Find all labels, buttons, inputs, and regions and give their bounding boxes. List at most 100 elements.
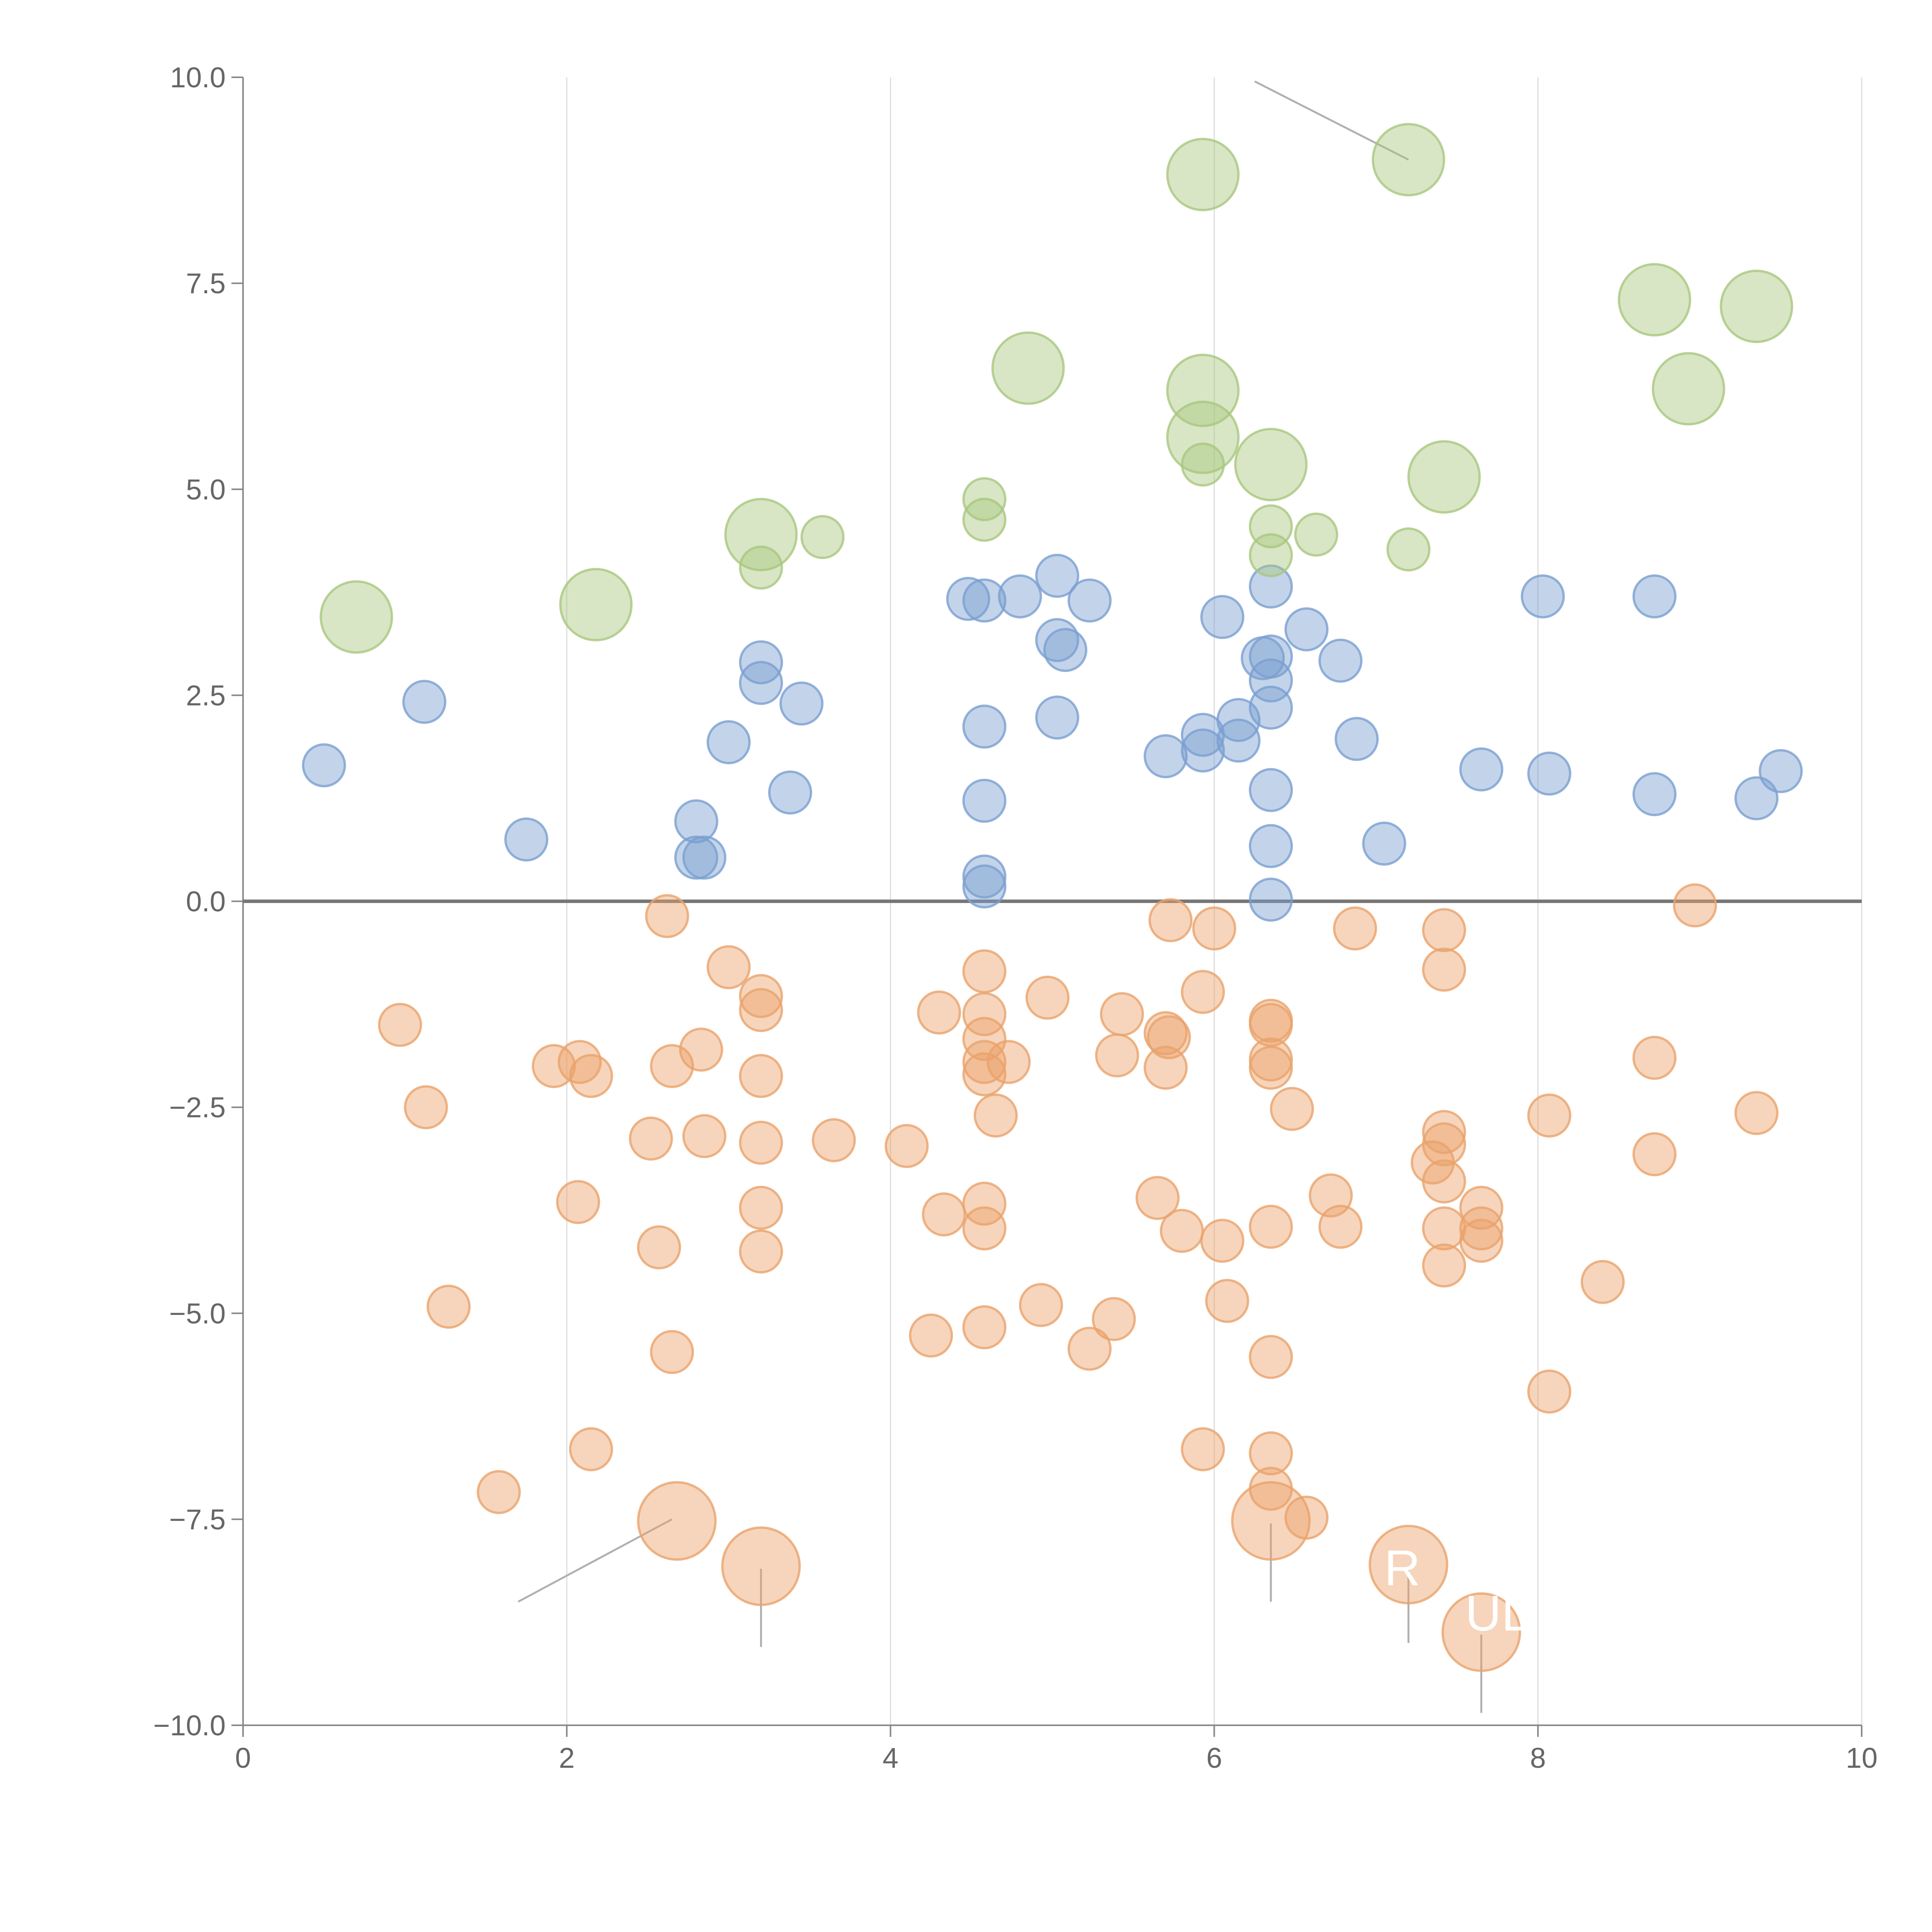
data-point-small-positive bbox=[1520, 574, 1565, 619]
data-point-negative bbox=[1459, 1206, 1503, 1251]
data-point-large-positive bbox=[1372, 123, 1446, 197]
data-point-negative bbox=[739, 988, 783, 1032]
data-point-negative bbox=[476, 1470, 521, 1514]
data-point-negative bbox=[1369, 1525, 1449, 1605]
data-point-small-positive bbox=[1318, 638, 1363, 683]
data-point-negative bbox=[569, 1427, 613, 1471]
data-point-negative bbox=[645, 894, 689, 938]
y-tick-label: 7.5 bbox=[186, 267, 226, 299]
x-tick-label: 8 bbox=[1530, 1742, 1546, 1774]
leader-line bbox=[1254, 80, 1409, 161]
data-point-large-positive bbox=[1234, 428, 1308, 502]
data-point-small-positive bbox=[1249, 634, 1293, 679]
y-tick-label: −5.0 bbox=[169, 1298, 226, 1330]
data-point-negative bbox=[1284, 1495, 1329, 1540]
data-point-negative bbox=[558, 1040, 602, 1084]
data-point-large-positive bbox=[559, 568, 633, 641]
data-point-negative bbox=[1422, 1243, 1466, 1288]
data-point-large-positive bbox=[1181, 442, 1225, 487]
data-point-small-positive bbox=[1035, 554, 1080, 598]
data-point-small-positive bbox=[1143, 734, 1188, 779]
data-point-large-positive bbox=[739, 545, 783, 590]
data-point-small-positive bbox=[1216, 718, 1261, 763]
data-point-small-positive bbox=[302, 743, 346, 787]
data-point-negative bbox=[1527, 1369, 1571, 1414]
data-point-small-positive bbox=[1067, 578, 1112, 623]
data-point-large-positive bbox=[1719, 269, 1793, 343]
data-point-negative bbox=[739, 1185, 783, 1230]
data-point-negative bbox=[739, 1121, 783, 1165]
data-point-small-positive bbox=[1759, 749, 1803, 793]
y-tick-label: −10.0 bbox=[153, 1709, 226, 1742]
data-point-negative bbox=[637, 1225, 681, 1270]
data-point-small-positive bbox=[402, 680, 447, 724]
data-point-small-positive bbox=[1249, 658, 1293, 702]
data-point-negative bbox=[1249, 1204, 1293, 1249]
data-point-negative bbox=[1734, 1091, 1779, 1135]
data-point-negative bbox=[1181, 1427, 1225, 1471]
data-point-small-positive bbox=[768, 770, 812, 815]
data-point-large-positive bbox=[962, 498, 1007, 542]
data-point-large-positive bbox=[991, 331, 1065, 405]
data-point-small-positive bbox=[1632, 772, 1677, 816]
data-point-small-positive bbox=[1362, 821, 1406, 866]
y-tick-label: −2.5 bbox=[169, 1092, 226, 1124]
data-point-negative bbox=[1441, 1592, 1521, 1672]
data-point-negative bbox=[556, 1180, 600, 1224]
data-point-small-positive bbox=[1459, 747, 1503, 792]
data-point-negative bbox=[1160, 1209, 1204, 1253]
data-point-negative bbox=[1067, 1327, 1112, 1371]
y-tick-label: 0.0 bbox=[186, 886, 226, 918]
annotation-label: R bbox=[1384, 1539, 1420, 1596]
data-point-small-positive bbox=[1632, 574, 1677, 619]
data-point-small-positive bbox=[1284, 607, 1329, 651]
data-point-small-positive bbox=[1249, 685, 1293, 730]
data-point-small-positive bbox=[962, 864, 1007, 909]
y-tick-label: 5.0 bbox=[186, 473, 226, 505]
data-point-negative bbox=[962, 1305, 1007, 1350]
data-point-small-positive bbox=[1181, 728, 1225, 773]
data-point-negative bbox=[973, 1093, 1018, 1138]
x-tick-label: 4 bbox=[883, 1742, 898, 1774]
annotation-label: UD bbox=[1465, 1585, 1538, 1641]
data-point-small-positive bbox=[998, 574, 1042, 619]
data-point-negative bbox=[739, 1229, 783, 1274]
data-point-negative bbox=[1333, 906, 1377, 951]
data-point-negative bbox=[706, 945, 751, 990]
data-point-small-positive bbox=[1249, 564, 1293, 609]
data-point-small-positive bbox=[504, 817, 549, 862]
leader-line bbox=[517, 1518, 673, 1603]
data-point-negative bbox=[1422, 1206, 1466, 1251]
data-point-negative bbox=[962, 992, 1007, 1036]
data-point-negative bbox=[1143, 1046, 1188, 1090]
data-point-small-positive bbox=[1249, 768, 1293, 812]
data-point-small-positive bbox=[1335, 717, 1379, 761]
data-point-negative bbox=[962, 949, 1007, 993]
data-point-negative bbox=[1181, 970, 1225, 1014]
leader-lines bbox=[517, 80, 1483, 1713]
data-point-negative bbox=[909, 1313, 953, 1358]
data-point-negative bbox=[1422, 908, 1466, 952]
data-point-negative bbox=[962, 1017, 1007, 1061]
data-point-small-positive bbox=[946, 577, 990, 621]
data-point-small-positive bbox=[962, 578, 1007, 623]
data-point-negative bbox=[1205, 1279, 1249, 1323]
y-tick-label: −7.5 bbox=[169, 1503, 226, 1536]
data-point-negative bbox=[962, 1182, 1007, 1226]
data-point-small-positive bbox=[706, 720, 751, 764]
data-point-small-positive bbox=[962, 854, 1007, 899]
data-point-small-positive bbox=[962, 779, 1007, 823]
data-point-large-positive bbox=[1651, 352, 1725, 426]
data-point-small-positive bbox=[739, 661, 783, 705]
x-tick-label: 0 bbox=[235, 1742, 251, 1774]
data-point-small-positive bbox=[1249, 824, 1293, 868]
data-point-negative bbox=[1135, 1176, 1180, 1220]
data-point-negative bbox=[1422, 1122, 1466, 1167]
data-point-large-positive bbox=[320, 580, 393, 654]
data-point-negative bbox=[1270, 1087, 1314, 1131]
data-point-negative bbox=[1249, 1046, 1293, 1090]
data-point-negative bbox=[1459, 1219, 1503, 1263]
data-point-negative bbox=[962, 1040, 1007, 1084]
data-point-negative bbox=[962, 1206, 1007, 1251]
